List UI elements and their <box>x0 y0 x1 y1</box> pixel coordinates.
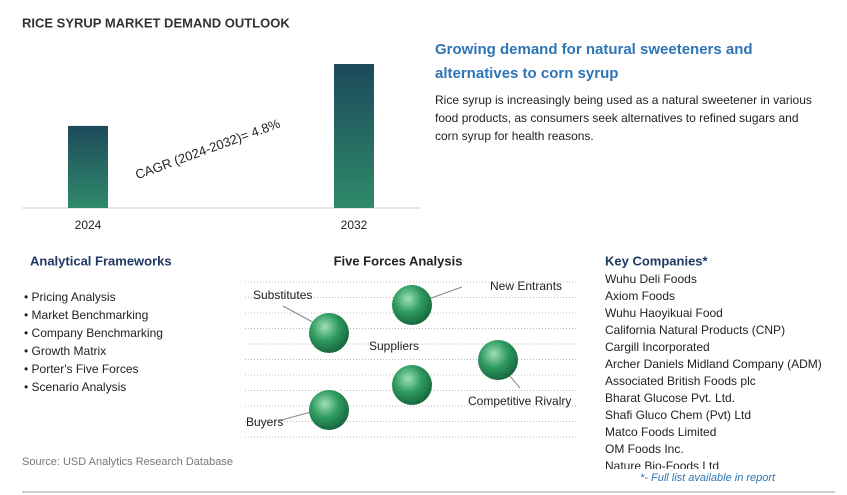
company-item: Nature Bio-Foods Ltd <box>605 459 719 473</box>
framework-item: • Pricing Analysis <box>24 290 116 304</box>
company-item: Axiom Foods <box>605 289 675 303</box>
cagr-annotation: CAGR (2024-2032)= 4.8% <box>133 116 282 183</box>
company-item: Bharat Glucose Pvt. Ltd. <box>605 391 735 405</box>
x-tick-label: 2024 <box>75 218 102 232</box>
chart-title: RICE SYRUP MARKET DEMAND OUTLOOK <box>22 15 290 30</box>
framework-item: • Market Benchmarking <box>24 308 148 322</box>
force-label: Buyers <box>246 415 283 429</box>
source: Source: USD Analytics Research Database <box>22 456 233 468</box>
force-label: Competitive Rivalry <box>468 394 571 408</box>
highlight-heading: Growing demand for natural sweeteners an… <box>435 41 753 58</box>
framework-item: • Growth Matrix <box>24 344 106 358</box>
bar <box>68 125 108 208</box>
bar <box>334 64 374 208</box>
highlight-text: food products, as consumers seek alterna… <box>435 111 799 125</box>
company-item: Archer Daniels Midland Company (ADM) <box>605 357 822 371</box>
highlight-text: Rice syrup is increasingly being used as… <box>435 93 812 107</box>
company-item: California Natural Products (CNP) <box>605 323 785 337</box>
frameworks-title: Analytical Frameworks <box>30 253 172 268</box>
highlight-heading: alternatives to corn syrup <box>435 65 618 82</box>
company-item: Cargill Incorporated <box>605 340 710 354</box>
force-label: Substitutes <box>253 288 312 302</box>
company-item: Associated British Foods plc <box>605 374 756 388</box>
framework-item: • Company Benchmarking <box>24 326 163 340</box>
force-label: Suppliers <box>369 339 419 353</box>
companies-title: Key Companies* <box>605 253 709 268</box>
company-item: OM Foods Inc. <box>605 442 684 456</box>
five-forces-title: Five Forces Analysis <box>334 253 463 268</box>
company-item: Matco Foods Limited <box>605 425 716 439</box>
spheres <box>309 285 518 430</box>
framework-item: • Porter's Five Forces <box>24 362 139 376</box>
companies-note: *- Full list available in report <box>640 472 776 484</box>
company-item: Wuhu Haoyikuai Food <box>605 306 723 320</box>
company-item: Shafi Gluco Chem (Pvt) Ltd <box>605 408 751 422</box>
force-label: New Entrants <box>490 279 562 293</box>
x-tick-label: 2032 <box>341 218 368 232</box>
company-item: Wuhu Deli Foods <box>605 272 697 286</box>
framework-item: • Scenario Analysis <box>24 380 126 394</box>
highlight-text: corn syrup for health reasons. <box>435 129 594 143</box>
